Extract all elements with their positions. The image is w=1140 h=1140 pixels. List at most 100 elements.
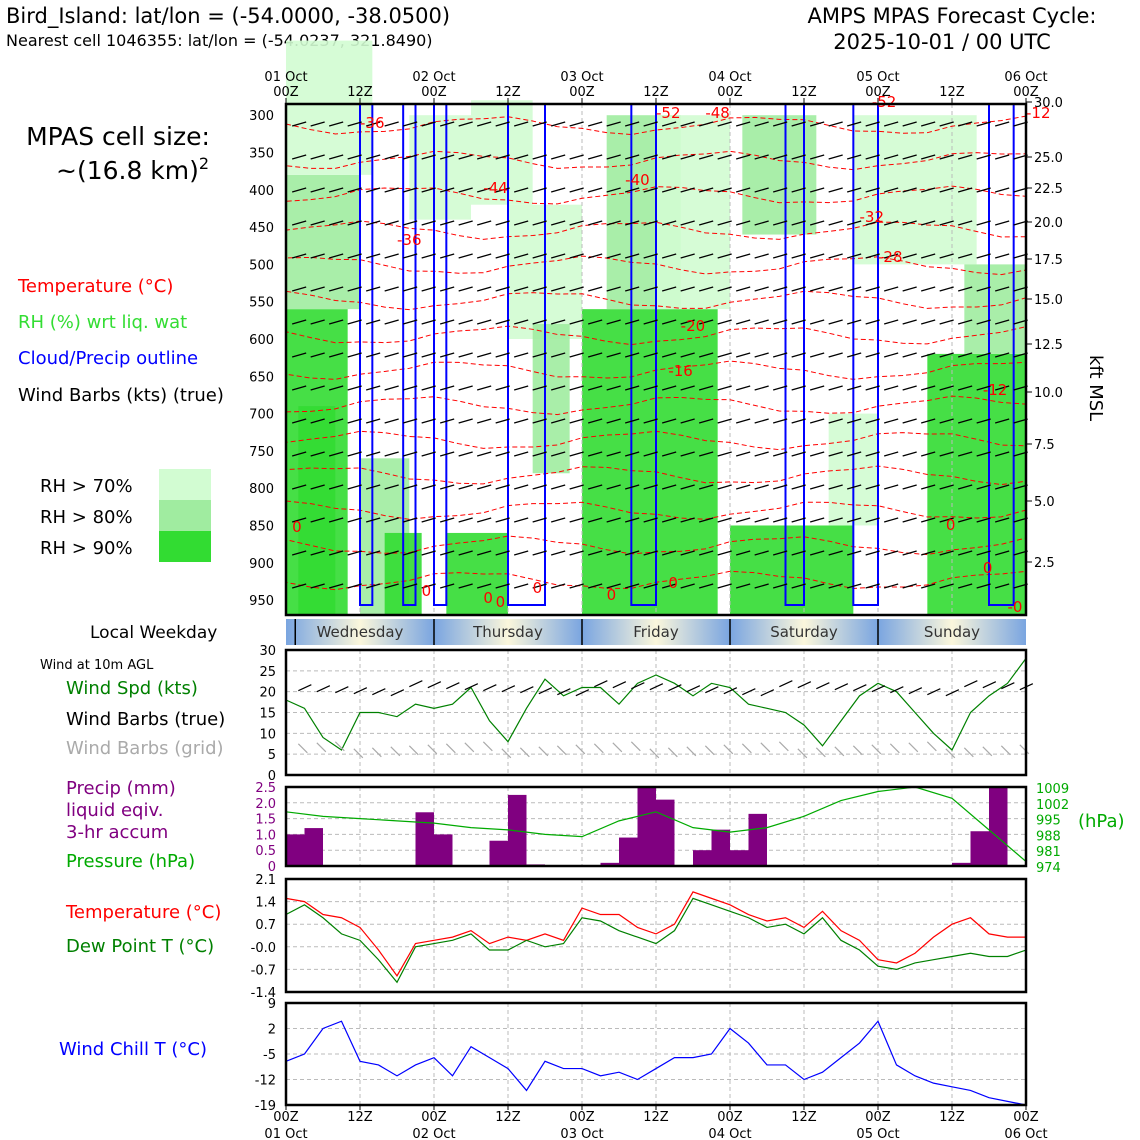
wind-barb	[735, 550, 751, 556]
kft-tick-label: 30.0	[1034, 96, 1063, 111]
wind-barb-true	[890, 686, 904, 694]
isotherm-label: -32	[860, 208, 885, 226]
wind-barb	[402, 187, 418, 193]
panel-tick-label: -12	[255, 1074, 276, 1089]
wind-barb-grid	[649, 748, 660, 759]
wind-barb	[809, 220, 825, 226]
isotherm-line	[285, 150, 1027, 171]
wind-barb	[328, 187, 344, 193]
weekday-cell	[582, 619, 730, 645]
wind-barb	[328, 352, 344, 358]
wind-barb	[310, 583, 325, 589]
wind-barb	[384, 187, 399, 193]
wind-barb	[328, 484, 344, 490]
wind-barb-true	[853, 684, 867, 692]
wind-barb-true	[668, 684, 682, 692]
bottom-date-label: 05 Oct	[856, 1127, 899, 1140]
wind-barb	[902, 220, 917, 226]
cloud-outline	[784, 104, 805, 606]
weekday-cell	[730, 619, 878, 645]
wind-barb	[754, 220, 769, 226]
wind-barb-true	[760, 689, 775, 697]
wind-barb	[550, 484, 566, 490]
wind-barb	[384, 319, 399, 325]
wind-barb	[587, 286, 603, 292]
wind-barb	[587, 187, 603, 193]
isotherm-label: -36	[360, 114, 385, 132]
wind-barb	[754, 484, 769, 490]
wind-barb	[439, 220, 455, 226]
rh-region	[656, 115, 730, 310]
wind-barb	[902, 583, 917, 589]
panel-tick-label: 0	[268, 769, 276, 784]
kft-tick-label: 15.0	[1034, 293, 1063, 308]
wind-barb	[994, 583, 1010, 589]
wind10m-title: Wind at 10m AGL	[40, 658, 154, 673]
wind-barb	[624, 154, 640, 160]
wind-barb	[957, 220, 973, 226]
wind-barb	[365, 154, 381, 160]
wind-barb	[772, 121, 788, 127]
kft-tick-label: 12.5	[1034, 338, 1063, 353]
isotherm-line	[285, 500, 1027, 520]
bottom-hour-label: 12Z	[939, 1110, 965, 1125]
wind-barb	[347, 121, 362, 127]
wind-barb	[365, 550, 381, 556]
isotherm-label: 0	[496, 593, 506, 611]
precip-bar	[656, 799, 675, 866]
wind-barb	[587, 319, 603, 325]
isotherm-line	[285, 325, 1027, 346]
wind-barb	[902, 154, 917, 160]
precip-label-2: liquid eqiv.	[66, 800, 163, 821]
wind-barb	[939, 286, 954, 292]
wind-barb-grid	[908, 742, 919, 753]
wind-barb	[328, 319, 344, 325]
precip-bar	[952, 862, 971, 866]
wind-barb	[365, 418, 381, 424]
wind-barb	[698, 418, 714, 424]
wind-barb-true	[649, 683, 664, 691]
wind-barb	[939, 319, 954, 325]
cloud-outline	[402, 104, 417, 606]
wind-barb	[402, 352, 418, 358]
wind-barb-true	[335, 686, 349, 694]
wind-barb	[495, 385, 510, 391]
wind-barb	[828, 484, 843, 490]
wind-barb	[513, 220, 529, 226]
wind-barb	[384, 121, 399, 127]
wind-barb	[772, 286, 788, 292]
wind-barb	[291, 286, 307, 292]
swatch-rh80	[159, 500, 211, 531]
wind-barb	[624, 385, 640, 391]
wind-barb	[310, 319, 325, 325]
isotherm-label: 0	[292, 518, 302, 536]
wind-barb	[347, 253, 362, 259]
wind-barb	[458, 484, 473, 490]
wind-barb	[976, 484, 991, 490]
wind-barb	[513, 517, 529, 523]
wind-barb-grid	[408, 745, 419, 756]
wind-barb	[402, 418, 418, 424]
wind-barb	[643, 385, 658, 391]
wind-barb	[569, 451, 584, 457]
pressure-tick-label: 988	[1036, 829, 1061, 844]
wind-barb	[680, 187, 695, 193]
legend-rh70: RH > 70%	[40, 476, 133, 497]
wind-barb	[550, 517, 566, 523]
wind-barb	[291, 517, 307, 523]
wind-barb	[421, 517, 436, 523]
wind-barb	[569, 583, 584, 589]
wind-barb	[310, 154, 325, 160]
wind-barb	[347, 154, 362, 160]
wind-barb	[532, 154, 547, 160]
wind-barb-grid	[834, 746, 845, 757]
wind-barb	[569, 286, 584, 292]
isotherm-line	[285, 290, 1027, 311]
wind-barb-grid	[593, 743, 604, 754]
wind-barb-grid	[723, 744, 734, 755]
wind-barb	[957, 550, 973, 556]
wind-barb	[495, 220, 510, 226]
wind-barb	[328, 253, 344, 259]
wind-barb-true	[538, 687, 553, 695]
wind-barb	[661, 187, 677, 193]
